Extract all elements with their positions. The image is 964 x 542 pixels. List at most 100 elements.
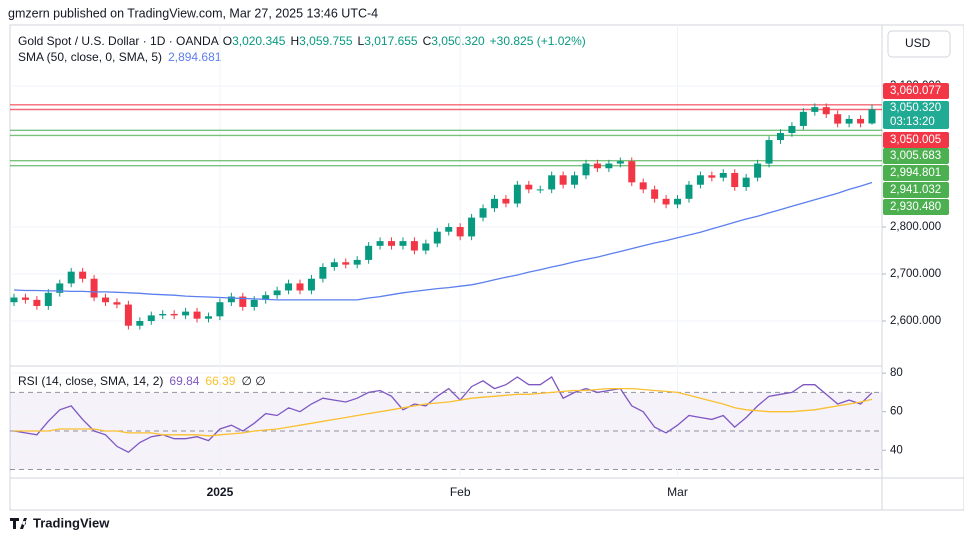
candle-body — [502, 198, 510, 204]
currency[interactable]: USD — [905, 36, 931, 50]
brand-logo: TradingView — [10, 515, 110, 530]
candle-body — [513, 184, 521, 204]
candle-body — [79, 271, 87, 279]
level-label: 3,050.005 — [890, 134, 941, 146]
level-label-box — [883, 199, 949, 215]
price-change: +30.825 (+1.02%) — [490, 34, 586, 48]
last-price-label-box — [883, 101, 949, 129]
candle-body — [204, 316, 212, 319]
candle-body — [559, 175, 567, 185]
rsi-extra: ∅ ∅ — [241, 374, 265, 388]
ohlc-key: H — [290, 34, 299, 48]
rsi-line — [14, 387, 873, 437]
candle-body — [10, 297, 18, 303]
candle-body — [616, 161, 624, 164]
candle-body — [159, 313, 167, 316]
frame — [9, 24, 964, 511]
candle-body — [113, 302, 121, 305]
candle-body — [536, 189, 544, 191]
ohlc-key: O — [223, 34, 232, 48]
last-price-label: 3,050.320 — [890, 102, 941, 114]
rsi-value: 66.39 — [205, 374, 235, 388]
level-label: 2,930.480 — [890, 201, 941, 213]
candle-body — [651, 189, 659, 199]
brand: TradingView — [33, 515, 110, 530]
currency-button[interactable] — [887, 30, 951, 58]
ohlc-key: L — [358, 34, 365, 48]
candle-body — [365, 245, 373, 260]
candle-body — [799, 111, 807, 126]
candle-body — [845, 118, 853, 124]
legend: Gold Spot / U.S. Dollar · 1D · OANDA O3,0… — [18, 34, 586, 388]
candle-body — [399, 241, 407, 246]
candle-body — [353, 259, 361, 265]
candle-body — [479, 208, 487, 218]
candle-body — [674, 198, 682, 205]
ohlc-value: 3,017.655 — [364, 34, 418, 48]
symbol-legend: Gold Spot / U.S. Dollar · 1D · OANDA O3,0… — [18, 34, 586, 48]
candle-body — [44, 292, 52, 306]
sma-line — [13, 181, 873, 301]
sma-name: SMA (50, close, 0, SMA, 5) — [18, 50, 162, 64]
candle-body — [742, 177, 750, 188]
level-label-box — [883, 182, 949, 198]
y-tick-label: 80 — [890, 367, 903, 379]
rsi-legend: RSI (14, close, SMA, 14, 2) 69.84 66.39 ∅ ∅ — [18, 374, 266, 388]
level-label: 2,941.032 — [890, 184, 941, 196]
candle-body — [788, 125, 796, 134]
candle-body — [628, 161, 636, 183]
candle-body — [593, 163, 601, 169]
rsi-line — [13, 376, 873, 453]
candle-body — [285, 283, 293, 291]
candle-body — [696, 175, 704, 185]
candle-body — [571, 175, 579, 185]
candle-body — [124, 304, 132, 326]
candle-body — [639, 182, 647, 190]
level-label-box — [883, 148, 949, 164]
candle-body — [605, 163, 613, 169]
candle-body — [136, 321, 144, 326]
symbol-title: Gold Spot / U.S. Dollar · 1D · OANDA — [18, 34, 219, 48]
candle-body — [388, 241, 396, 246]
y-tick-label: 2,700.000 — [890, 268, 941, 280]
ohlc-value: 3,020.345 — [232, 34, 286, 48]
candle-body — [776, 133, 784, 141]
candle-body — [857, 118, 865, 124]
candle-body — [216, 302, 224, 317]
candle-body — [422, 243, 430, 251]
candle-body — [582, 163, 590, 176]
candle-body — [731, 172, 739, 188]
candle-body — [822, 107, 830, 115]
candle-body — [662, 198, 670, 205]
candle-body — [811, 107, 819, 112]
candle-body — [33, 299, 41, 306]
candle-body — [170, 313, 178, 316]
candle-body — [56, 283, 64, 293]
y-tick-label: 40 — [890, 444, 903, 456]
candle-body — [490, 198, 498, 209]
y-tick-label: 60 — [890, 406, 903, 418]
ohlc-value: 3,050.320 — [431, 34, 485, 48]
candle-body — [21, 297, 29, 300]
candle-body — [273, 290, 281, 296]
candle-body — [227, 296, 235, 303]
candle-body — [90, 278, 98, 298]
candle-body — [102, 297, 110, 303]
candle-body — [433, 231, 441, 244]
candle-body — [182, 311, 190, 316]
ohlc-value: 3,059.755 — [299, 34, 353, 48]
candle-body — [468, 217, 476, 237]
candle-body — [708, 175, 716, 178]
candle-body — [239, 296, 247, 307]
rsi-value: 69.84 — [169, 374, 199, 388]
y-tick-label: 2,600.000 — [890, 315, 941, 327]
candle-body — [330, 262, 338, 267]
candle-body — [296, 283, 304, 291]
level-label: 3,060.077 — [890, 85, 941, 97]
last-price-label: 03:13:20 — [890, 116, 935, 128]
candle-body — [410, 241, 418, 251]
candle-body — [765, 140, 773, 164]
candle-body — [307, 278, 315, 291]
candle-body — [67, 271, 75, 284]
